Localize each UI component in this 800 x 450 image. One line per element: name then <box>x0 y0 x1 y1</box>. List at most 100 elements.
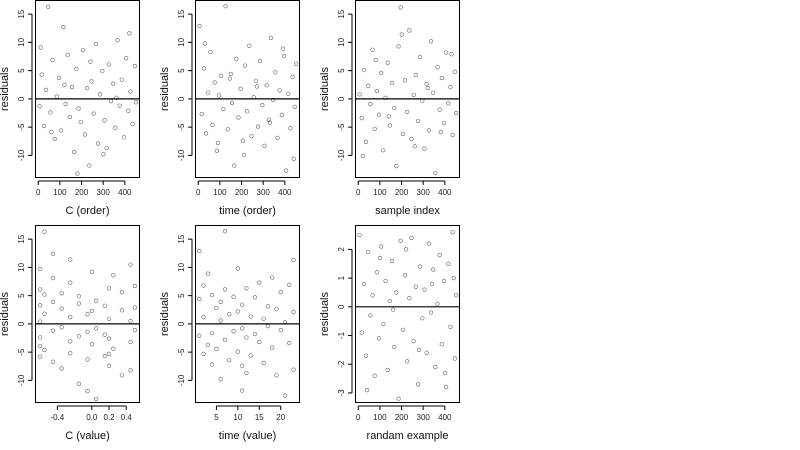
data-point <box>223 4 228 9</box>
data-point <box>400 131 405 137</box>
data-point <box>425 86 430 91</box>
data-point <box>111 273 116 278</box>
data-point <box>50 276 56 281</box>
data-point <box>357 92 362 97</box>
data-point <box>218 377 223 382</box>
data-point <box>274 373 279 378</box>
data-point <box>290 74 295 79</box>
data-point <box>366 83 371 88</box>
x-tick-label: 300 <box>257 188 271 197</box>
data-point <box>67 114 72 120</box>
x-axis-title: time (order) <box>219 205 276 217</box>
data-point <box>277 88 282 93</box>
data-point <box>372 126 377 131</box>
x-tick-label: 10 <box>233 413 242 422</box>
data-point <box>368 313 373 318</box>
data-point <box>128 318 133 324</box>
y-tick-label: -10 <box>337 149 346 161</box>
x-tick-label: 400 <box>438 188 452 197</box>
data-point <box>444 50 449 55</box>
data-point <box>49 130 54 135</box>
data-point <box>197 296 202 302</box>
y-tick-label: -10 <box>177 149 186 161</box>
data-point <box>286 91 291 96</box>
data-point <box>201 315 206 320</box>
data-point <box>359 330 364 335</box>
data-point <box>102 303 107 308</box>
x-tick-label: 400 <box>118 188 132 197</box>
data-point <box>219 73 224 78</box>
data-point <box>415 382 421 387</box>
data-point <box>111 81 116 86</box>
data-point <box>42 292 47 297</box>
panel-time-order: 0 100 200 300 400 -10 -5 0 5 10 15 time (order) resi… <box>159 0 300 217</box>
data-point <box>287 282 292 287</box>
panel-random-example: 0 100 200 300 400 -3 -2 -1 0 1 2 randam example resi… <box>319 225 460 442</box>
data-point <box>126 108 131 113</box>
data-point <box>426 128 431 133</box>
data-point <box>50 57 55 62</box>
x-tick-label: 5 <box>214 413 219 422</box>
data-point <box>274 307 279 312</box>
data-point <box>268 35 274 40</box>
data-point <box>448 324 453 330</box>
data-point <box>59 306 64 311</box>
data-point <box>396 396 401 401</box>
data-point <box>258 58 263 64</box>
data-point <box>291 257 296 263</box>
data-point <box>119 308 125 313</box>
data-point <box>128 262 133 267</box>
data-point <box>235 349 240 354</box>
data-point <box>281 53 287 59</box>
data-point <box>424 350 429 355</box>
data-point <box>294 61 299 66</box>
data-point <box>50 299 56 304</box>
x-tick-label: 0 <box>356 188 361 197</box>
data-point <box>422 287 427 292</box>
data-point <box>402 273 408 278</box>
data-point <box>231 329 236 334</box>
y-tick-label: -2 <box>337 360 346 368</box>
data-point <box>119 77 124 82</box>
data-point <box>392 105 397 111</box>
data-point <box>98 92 103 97</box>
data-point <box>206 90 211 95</box>
data-point <box>407 296 412 301</box>
data-point <box>222 337 228 342</box>
data-point <box>444 385 449 390</box>
data-point <box>76 381 81 386</box>
data-point <box>205 271 210 276</box>
data-point <box>368 101 373 107</box>
data-point <box>450 132 455 138</box>
data-point <box>361 281 366 286</box>
data-point <box>411 92 416 98</box>
data-point <box>278 328 283 333</box>
data-point <box>248 314 253 319</box>
data-point <box>212 80 217 85</box>
data-point <box>214 148 219 153</box>
data-point <box>450 230 455 235</box>
data-point <box>106 363 112 368</box>
y-axis-title: residuals <box>0 291 11 336</box>
y-tick-label: 10 <box>177 37 186 46</box>
data-point <box>261 360 266 365</box>
plot-frame <box>355 0 460 178</box>
data-point <box>78 119 83 125</box>
data-point <box>59 325 64 330</box>
data-point <box>76 334 81 339</box>
data-point <box>76 106 81 111</box>
data-point <box>385 60 390 65</box>
data-point <box>82 132 88 137</box>
data-point <box>222 287 228 292</box>
data-point <box>287 341 292 346</box>
x-axis-title: time (value) <box>219 430 276 442</box>
data-point <box>210 362 215 367</box>
data-point <box>240 326 245 331</box>
data-point <box>413 73 418 78</box>
data-point <box>102 332 107 337</box>
data-point <box>100 69 105 74</box>
data-point <box>441 121 447 126</box>
data-point <box>363 353 369 358</box>
data-point <box>210 122 215 127</box>
data-point <box>257 280 262 285</box>
